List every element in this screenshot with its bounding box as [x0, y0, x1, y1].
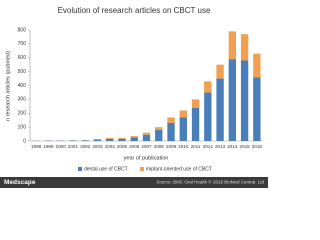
- x-tick-label: 2009: [166, 144, 177, 149]
- bar-segment: [167, 122, 175, 141]
- y-tick-label: 400: [18, 83, 27, 89]
- bar-segment: [81, 140, 89, 141]
- x-tick-label: 2015: [239, 144, 250, 149]
- bar-segment: [167, 117, 175, 123]
- bar-segment: [228, 59, 237, 142]
- x-tick-label: 2006: [129, 144, 140, 149]
- y-tick-label: 800: [18, 27, 27, 33]
- x-tick-label: 2016: [252, 144, 263, 149]
- legend-swatch: [78, 167, 82, 171]
- legend-label: dental use of CBCT: [84, 166, 128, 172]
- y-tick-label: 100: [18, 124, 27, 130]
- x-tick-label: 2010: [178, 144, 189, 149]
- x-tick-label: 2001: [68, 144, 79, 149]
- bar-segment: [179, 117, 187, 141]
- bar-segment: [93, 138, 102, 140]
- y-tick-label: 200: [18, 111, 27, 117]
- footer-brand: Medscape: [4, 179, 36, 186]
- bar-segment: [191, 107, 200, 141]
- x-tick-label: 2008: [154, 144, 165, 149]
- bar-segment: [216, 78, 224, 141]
- bar-segment: [240, 34, 249, 61]
- x-tick-label: 2007: [141, 144, 152, 149]
- x-tick-label: 2003: [92, 144, 103, 149]
- x-tick-label: 2013: [215, 144, 226, 149]
- x-tick-label: 2005: [117, 144, 128, 149]
- bar-segment: [204, 92, 212, 141]
- x-axis-label: year of publication: [124, 155, 169, 161]
- bar-segment: [93, 139, 102, 141]
- bar-segment: [142, 134, 151, 141]
- bar-segment: [253, 77, 261, 141]
- bar-segment: [204, 81, 212, 93]
- bar-segment: [240, 60, 249, 141]
- bar-segment: [179, 110, 187, 118]
- x-tick-label: 2014: [227, 144, 238, 149]
- x-tick-label: 1999: [43, 144, 54, 149]
- x-tick-label: 2004: [105, 144, 116, 149]
- x-tick-label: 2000: [56, 144, 67, 149]
- bar-segment: [228, 31, 237, 60]
- y-tick-label: 700: [18, 41, 27, 47]
- footer-bar: [0, 177, 268, 188]
- bar-segment: [216, 64, 224, 79]
- bar-segment: [253, 53, 261, 78]
- bar-segment: [155, 129, 163, 141]
- x-tick-label: 2012: [203, 144, 214, 149]
- chart: Evolution of research articles on CBCT u…: [0, 6, 268, 188]
- bar-segment: [118, 137, 126, 139]
- bar-segment: [142, 132, 151, 135]
- y-tick-label: 300: [18, 97, 27, 103]
- bar-segment: [130, 136, 138, 138]
- y-tick-label: 600: [18, 55, 27, 61]
- x-tick-label: 1998: [31, 144, 42, 149]
- bar-segment: [69, 140, 77, 141]
- bar-segment: [155, 127, 163, 130]
- x-tick-label: 2002: [80, 144, 91, 149]
- y-tick-label: 500: [18, 69, 27, 75]
- bar-segment: [130, 137, 138, 141]
- footer-source: Source: BMC Oral Health © 2016 BioMed Ce…: [156, 179, 264, 185]
- y-tick-label: 0: [23, 138, 26, 144]
- legend-swatch: [140, 167, 144, 171]
- y-axis-label: n research articles (pubmed): [5, 51, 11, 121]
- bar-segment: [106, 137, 114, 139]
- bar-segment: [118, 138, 126, 141]
- x-tick-label: 2011: [191, 144, 201, 149]
- bar-segment: [191, 99, 200, 108]
- bar-segment: [106, 138, 114, 141]
- chart-title: Evolution of research articles on CBCT u…: [58, 6, 211, 15]
- legend-label: implant-oriented use of CBCT: [146, 166, 212, 172]
